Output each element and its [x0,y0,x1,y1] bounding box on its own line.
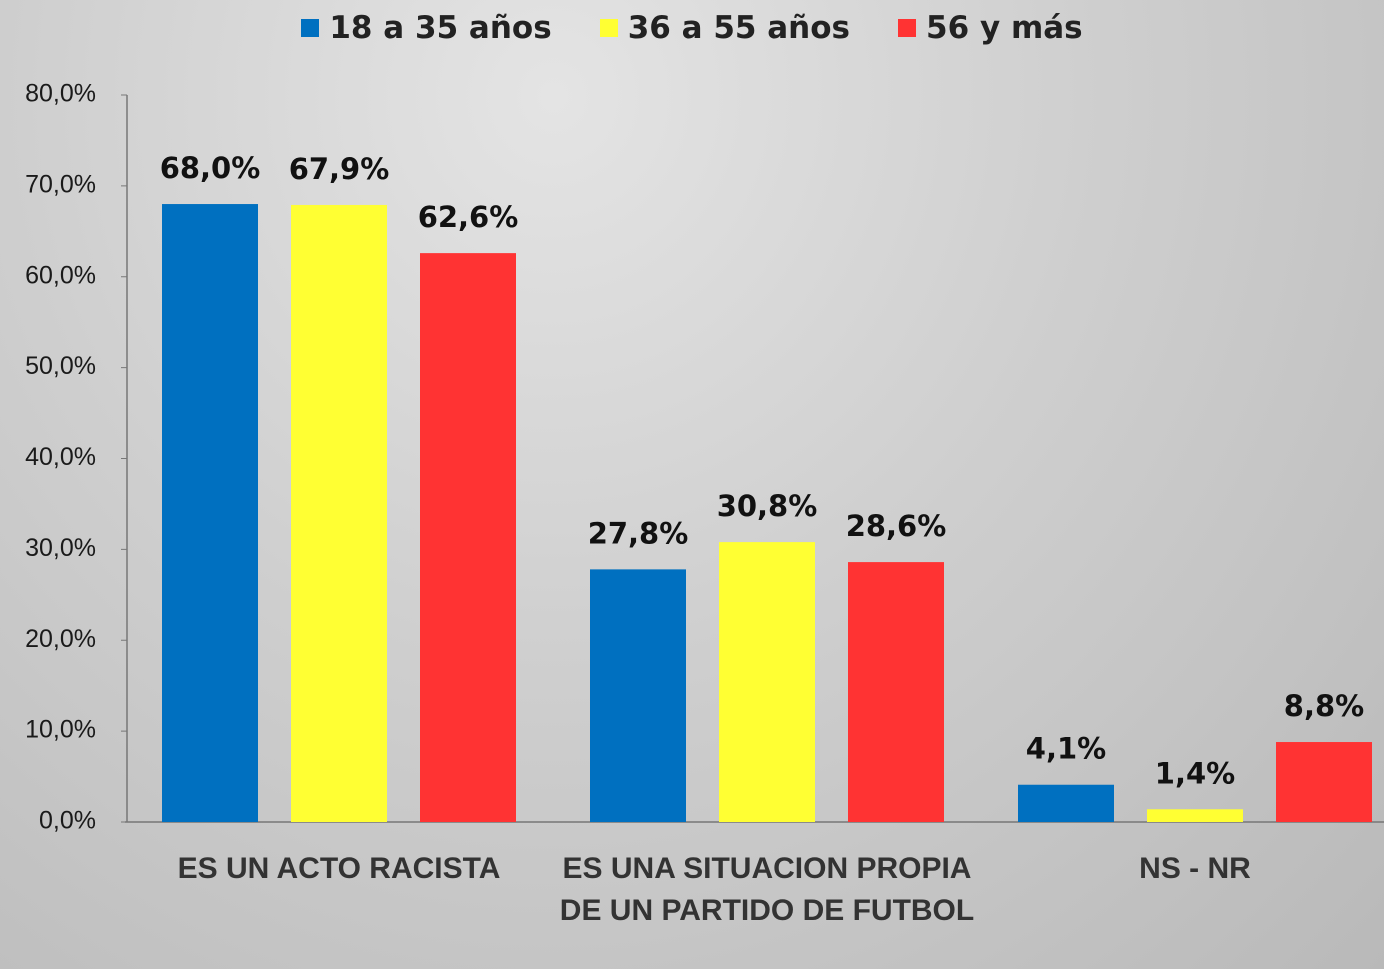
y-tick-label: 60,0% [25,261,96,289]
x-tick-label: ES UN ACTO RACISTA [177,852,501,885]
data-label: 30,8% [717,489,818,523]
bar [719,542,815,822]
legend-item: 36 a 55 años [599,10,851,46]
legend-swatch [599,19,618,37]
data-label: 8,8% [1284,689,1364,723]
data-label: 62,6% [418,200,519,234]
y-tick-label: 30,0% [25,534,96,562]
x-tick-label: ES UNA SITUACION PROPIA DE UN PARTIDO DE… [559,852,975,927]
bar [848,562,944,822]
bar [162,204,258,823]
bar [1018,784,1114,822]
y-tick-label: 70,0% [25,170,96,198]
legend-swatch [301,19,320,37]
legend-label: 18 a 35 años [329,10,552,46]
y-tick-label: 20,0% [25,625,96,653]
legend-swatch [898,19,917,37]
data-label: 68,0% [160,151,261,185]
data-label: 27,8% [588,516,689,550]
bar [1276,742,1372,822]
y-tick-label: 40,0% [25,443,96,471]
data-label: 67,9% [289,152,390,186]
bar [420,253,516,822]
bar [590,569,686,822]
y-tick-label: 80,0% [25,80,96,108]
legend-item: 56 y más [898,10,1083,46]
data-label: 4,1% [1026,732,1106,766]
bar [291,204,387,823]
x-tick-label: NS - NR [1139,852,1251,885]
y-tick-label: 0,0% [39,807,96,835]
y-tick-label: 50,0% [25,352,96,380]
y-tick-label: 10,0% [25,716,96,744]
legend-label: 56 y más [926,10,1083,46]
legend: 18 a 35 años 36 a 55 años 56 y más [0,10,1384,46]
data-label: 1,4% [1155,756,1235,790]
data-label: 28,6% [846,509,947,543]
bar [1147,809,1243,822]
legend-item: 18 a 35 años [301,10,552,46]
legend-label: 36 a 55 años [627,10,851,46]
